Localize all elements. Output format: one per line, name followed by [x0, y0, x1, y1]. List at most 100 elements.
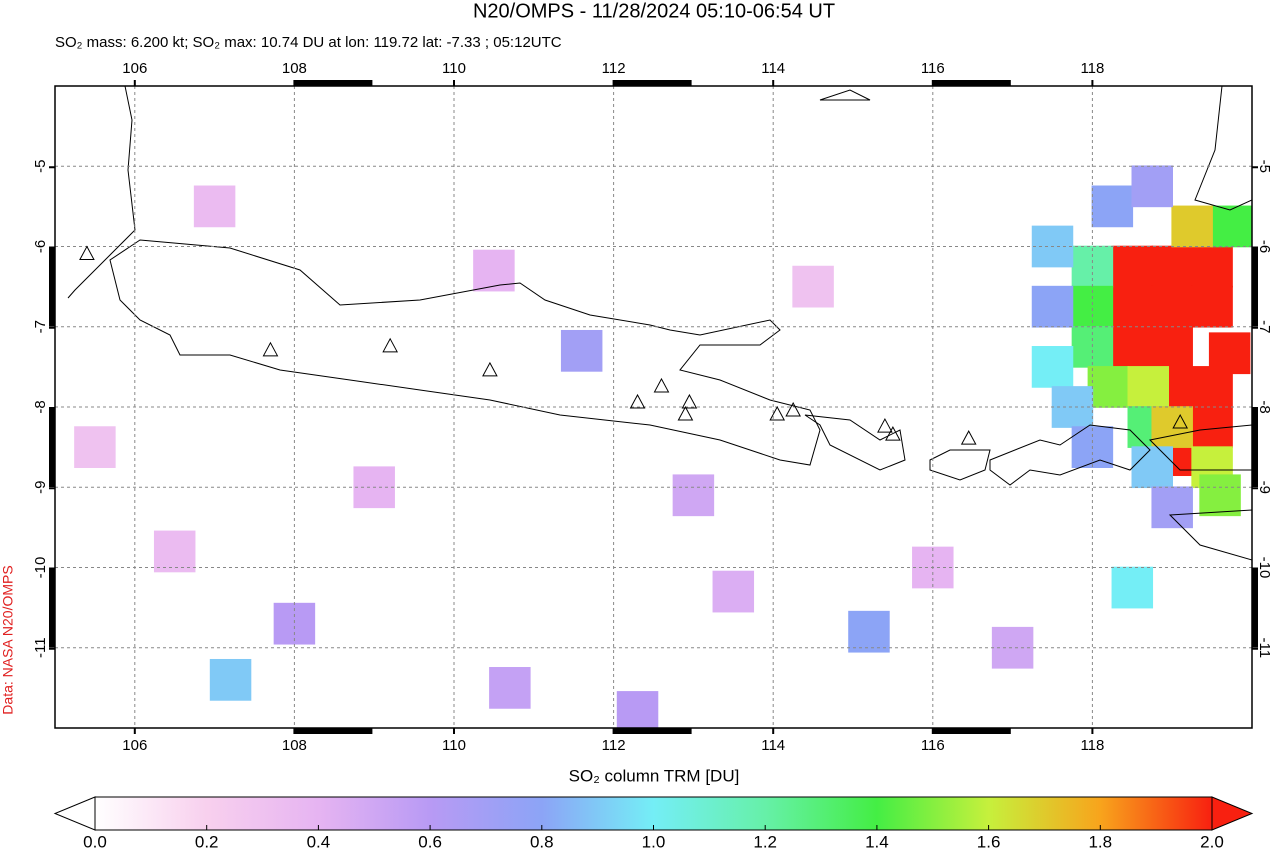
colorbar-under: [53, 796, 96, 831]
x-tick-label: 118: [1080, 737, 1104, 754]
tick-mark: [133, 80, 136, 86]
volcano: [681, 393, 698, 409]
tick-mark: [49, 407, 55, 487]
tick-mark: [293, 728, 373, 734]
tick-mark: [453, 80, 455, 86]
colorbar-tick-label: 2.0: [1200, 832, 1224, 851]
tick-mark: [49, 246, 55, 327]
x-tick-label: 116: [921, 60, 945, 77]
coastline: [819, 89, 871, 101]
x-tick-label: 108: [282, 60, 307, 77]
colorbar-tick-label: 1.2: [753, 832, 777, 851]
y-tick-label: -7: [1256, 320, 1272, 333]
colorbar-tick-label: 0.8: [530, 832, 554, 851]
volcano: [769, 405, 786, 421]
tick-mark: [49, 166, 55, 169]
tick-mark: [931, 80, 1011, 86]
tick-mark: [1252, 326, 1258, 329]
x-tick-label: 110: [442, 737, 466, 754]
coastlines: [67, 86, 1252, 561]
x-tick-label: 118: [1080, 60, 1104, 77]
so2-cell: [1151, 245, 1193, 288]
colorbar-tick-label: 0.4: [307, 832, 331, 851]
tick-mark: [1091, 80, 1094, 86]
volcano: [877, 418, 893, 433]
map-frame: [54, 85, 1253, 729]
subtitle: SO₂ mass: 6.200 kt; SO₂ max: 10.74 DU at…: [55, 34, 562, 51]
colorbar: 0.0 0.2 0.4 0.6 0.8 1.0 1.2 1.4 1.6 1.8 2.0: [53, 796, 1254, 851]
so2-cell: [1087, 366, 1130, 408]
x-tick-label: 106: [122, 737, 147, 754]
so2-cell: [1191, 245, 1233, 288]
y-tick-label: -11: [1256, 637, 1272, 658]
tick-mark: [49, 487, 55, 490]
colorbar-tick-label: 1.8: [1088, 832, 1112, 851]
so2-cell: [1111, 245, 1154, 288]
side-label: Data: NASA N20/OMPS: [0, 565, 16, 714]
so2-cell: [792, 265, 834, 308]
colorbar-tick-label: 0.0: [83, 832, 107, 851]
tick-mark: [612, 80, 692, 86]
y-tick-label: -9: [1256, 481, 1272, 494]
colorbar-tick-label: 1.6: [977, 832, 1001, 851]
chart-title: N20/OMPS - 11/28/2024 05:10-06:54 UT: [473, 0, 835, 22]
x-tick-label: 114: [761, 737, 785, 754]
tick-mark: [772, 80, 775, 86]
so2-cell: [1211, 205, 1252, 248]
y-tick-label: -5: [1256, 160, 1272, 173]
x-tick-label: 108: [282, 737, 307, 754]
x-tick-label: 110: [442, 60, 466, 77]
so2-cell: [153, 530, 196, 573]
tick-mark: [1252, 166, 1258, 169]
tick-mark: [1252, 487, 1258, 490]
x-tick-label: 112: [602, 737, 626, 754]
so2-cell: [560, 329, 603, 372]
tick-mark: [49, 567, 55, 648]
y-tick-label: -6: [32, 240, 49, 253]
volcano: [885, 426, 901, 441]
volcano: [653, 377, 670, 393]
tick-mark: [49, 326, 55, 329]
coastline: [804, 414, 906, 471]
tick-mark: [1252, 246, 1258, 327]
volcano: [629, 393, 646, 409]
y-tick-label: -10: [32, 557, 49, 579]
colorbar-tick-label: 1.4: [865, 832, 889, 851]
tick-mark: [49, 647, 55, 650]
so2-cell: [1191, 366, 1233, 408]
volcano-layer: [79, 245, 1189, 445]
x-tick-label: 106: [122, 60, 147, 77]
so2-cell: [1151, 406, 1193, 448]
so2-cell: [489, 667, 531, 709]
so2-cell: [473, 249, 515, 292]
so2-cell: [1111, 566, 1154, 609]
grid: 106 106 108 108 110 110 112 112 114 114 116 116 118 1…: [32, 60, 1272, 754]
so2-cell: [1171, 205, 1213, 248]
coastline: [989, 424, 1151, 486]
so2-cell: [1131, 446, 1173, 489]
coastline: [67, 86, 136, 299]
so2-cell: [1199, 474, 1241, 517]
colorbar-label: SO₂ column TRM [DU]: [569, 766, 740, 785]
colorbar-tick-label: 1.0: [642, 832, 666, 851]
so2-cell: [848, 610, 890, 653]
so2-cell: [1127, 366, 1170, 408]
colorbar-body: [94, 796, 1213, 831]
colorbar-tick-label: 0.6: [418, 832, 442, 851]
y-tick-label: -10: [1256, 557, 1272, 579]
y-tick-label: -8: [1256, 400, 1272, 413]
tick-mark: [453, 728, 455, 734]
tick-mark: [1252, 567, 1258, 648]
volcano: [677, 405, 694, 421]
tick-mark: [1252, 647, 1258, 650]
so2-cell: [1091, 185, 1134, 228]
y-tick-label: -9: [32, 481, 49, 494]
colorbar-over: [1211, 796, 1254, 831]
coastline: [1148, 424, 1252, 471]
volcano: [1172, 413, 1189, 429]
so2-cell: [209, 658, 252, 701]
tick-mark: [612, 728, 692, 734]
y-tick-label: -8: [32, 400, 49, 413]
so2-cell: [1111, 325, 1154, 368]
